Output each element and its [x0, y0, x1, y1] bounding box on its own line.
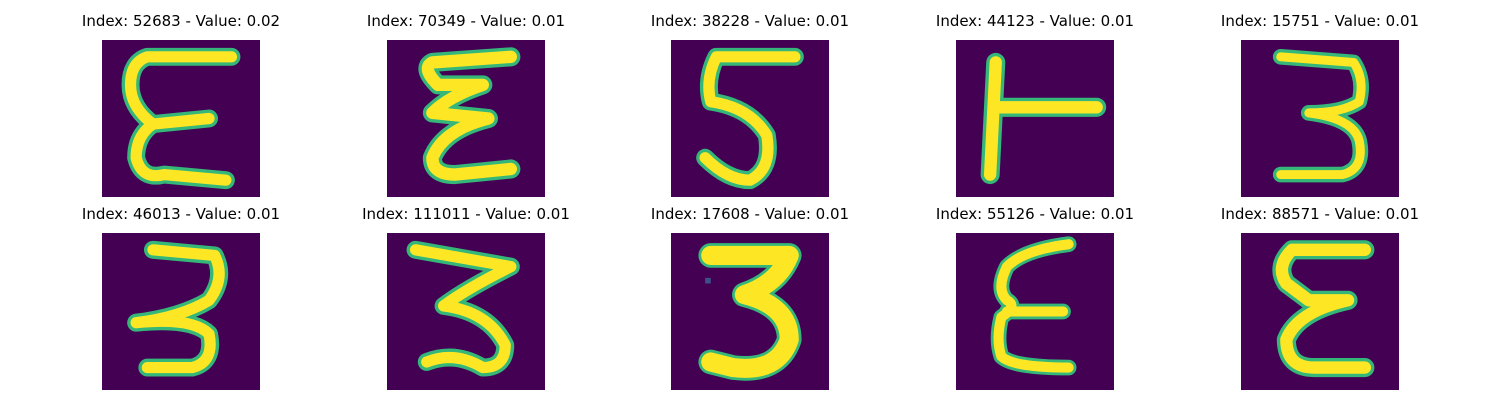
panel-title: Index: 17608 - Value: 0.01: [650, 205, 850, 223]
digit-image: [956, 233, 1114, 390]
digit-image: [671, 40, 829, 197]
digit-glyph: [418, 47, 521, 185]
digit-image: [671, 233, 829, 390]
panel-title: Index: 44123 - Value: 0.01: [935, 12, 1135, 30]
panel-2: Index: 38228 - Value: 0.01: [651, 12, 849, 198]
panel-7: Index: 17608 - Value: 0.01: [651, 205, 849, 391]
panel-0: Index: 52683 - Value: 0.02: [82, 12, 280, 198]
panel-1: Index: 70349 - Value: 0.01: [367, 12, 565, 198]
panel-6: Index: 111011 - Value: 0.01: [362, 205, 570, 391]
digit-image: [102, 40, 260, 197]
digit-glyph: [1272, 48, 1369, 183]
panel-title: Index: 111011 - Value: 0.01: [362, 205, 570, 223]
digit-glyph: [990, 236, 1077, 376]
panel-title: Index: 15751 - Value: 0.01: [1220, 12, 1420, 30]
digit-image: [1241, 233, 1399, 390]
panel-title: Index: 88571 - Value: 0.01: [1220, 205, 1420, 223]
digit-image: [387, 233, 545, 390]
digit-glyph: [1272, 240, 1375, 378]
panel-title: Index: 46013 - Value: 0.01: [81, 205, 281, 223]
digit-image: [1241, 40, 1399, 197]
digit-glyph: [121, 47, 241, 190]
digit-glyph: [980, 52, 1107, 185]
panel-title: Index: 55126 - Value: 0.01: [935, 205, 1135, 223]
panel-title: Index: 38228 - Value: 0.01: [650, 12, 850, 30]
panel-4: Index: 15751 - Value: 0.01: [1221, 12, 1419, 198]
digit-image: [387, 40, 545, 197]
digit-image: [102, 233, 260, 390]
panel-5: Index: 46013 - Value: 0.01: [82, 205, 280, 391]
panel-3: Index: 44123 - Value: 0.01: [936, 12, 1134, 198]
digit-glyph: [696, 47, 804, 190]
digit-glyph: [698, 243, 802, 381]
panel-9: Index: 88571 - Value: 0.01: [1221, 205, 1419, 391]
digit-glyph: [406, 240, 520, 377]
panel-title: Index: 52683 - Value: 0.02: [81, 12, 281, 30]
digit-glyph: [127, 240, 229, 377]
panel-8: Index: 55126 - Value: 0.01: [936, 205, 1134, 391]
panel-title: Index: 70349 - Value: 0.01: [366, 12, 566, 30]
digit-image: [956, 40, 1114, 197]
